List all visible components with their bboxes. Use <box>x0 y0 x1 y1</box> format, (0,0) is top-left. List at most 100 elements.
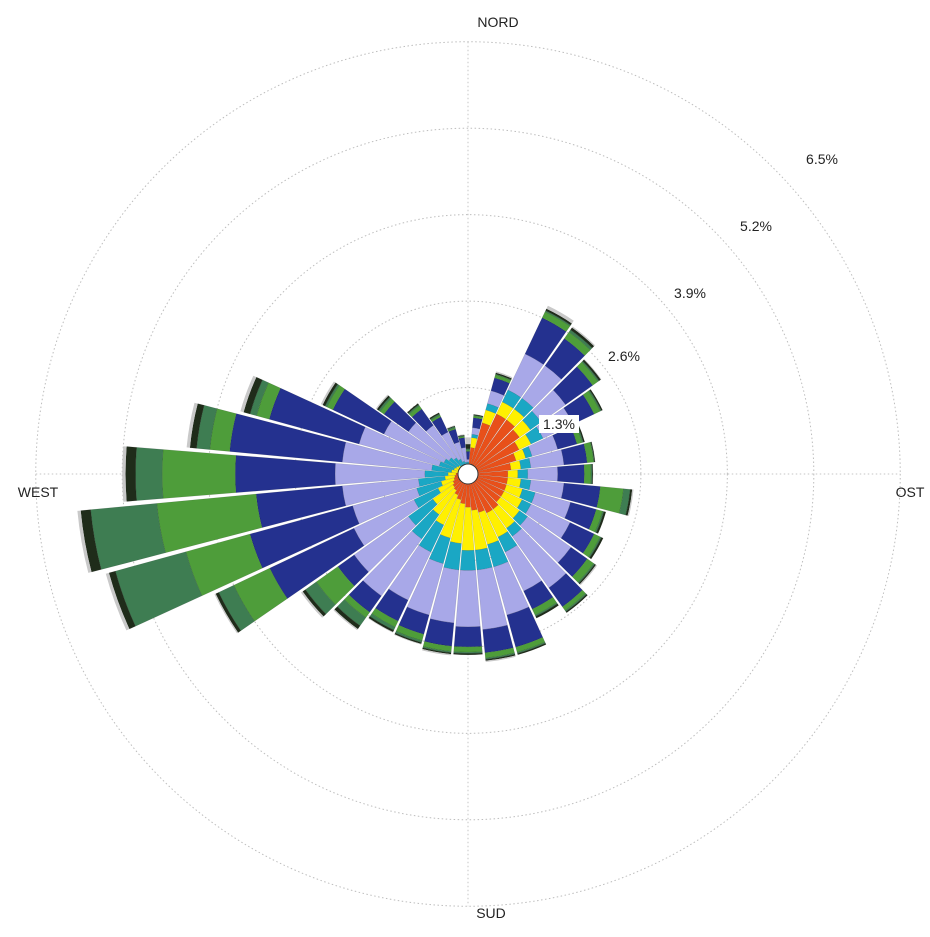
sector-220deg <box>333 480 463 631</box>
sector-130-band-9 <box>579 564 598 586</box>
sector-180-band-8 <box>453 652 483 656</box>
sector-270-band-6 <box>161 449 237 499</box>
sector-100-band-3 <box>519 478 532 491</box>
sector-260deg <box>77 474 459 573</box>
sector-60-band-8 <box>589 389 603 412</box>
sector-0-band-9 <box>465 437 471 445</box>
sector-210deg <box>368 481 465 633</box>
sector-50-band-9 <box>584 359 602 380</box>
sector-90-band-5 <box>557 464 585 484</box>
sector-310deg <box>375 394 462 469</box>
sector-90deg <box>477 463 594 485</box>
direction-label-east: OST <box>896 484 925 500</box>
ring-label-bg-1 <box>539 415 579 433</box>
ring-label-5: 6.5% <box>806 151 838 167</box>
sector-120deg <box>475 477 604 560</box>
sector-180-band-4 <box>455 569 481 628</box>
sector-170-band-5 <box>482 624 514 654</box>
sector-110deg <box>476 476 607 534</box>
sector-350deg <box>457 434 468 465</box>
ring-labels: 1.3% 2.6% 3.9% 5.2% 6.5% <box>539 151 838 433</box>
sector-280deg <box>186 402 459 474</box>
sector-280-band-9 <box>186 402 198 448</box>
sector-190-band-9 <box>422 649 451 656</box>
sector-260-band-9 <box>77 510 92 573</box>
sector-250-band-9 <box>105 572 130 631</box>
ring-label-1: 1.3% <box>543 416 575 432</box>
ring-label-2: 2.6% <box>608 348 640 364</box>
sector-100-band-6 <box>596 486 624 514</box>
sector-140deg <box>473 480 588 614</box>
sector-40deg <box>473 326 596 468</box>
sector-90-band-3 <box>517 468 529 480</box>
sector-130deg <box>474 479 598 586</box>
sector-170-band-9 <box>485 655 516 663</box>
sector-0-band-8 <box>465 443 471 450</box>
sector-290deg <box>240 375 460 472</box>
grid-ring-3 <box>208 214 728 734</box>
center-hub <box>457 463 479 485</box>
grid-ring-4 <box>121 127 815 821</box>
sector-90-band-6 <box>583 463 592 485</box>
sector-310-band-9 <box>375 394 389 410</box>
wind-sectors <box>77 305 634 663</box>
sector-90-band-2 <box>507 469 519 479</box>
sector-80deg <box>477 441 596 474</box>
direction-label-west: WEST <box>18 484 59 500</box>
sector-50deg <box>474 359 602 469</box>
sector-20-band-9 <box>495 371 513 379</box>
sector-30-band-9 <box>546 305 574 324</box>
sector-0deg <box>465 437 471 465</box>
sector-300-band-9 <box>320 381 336 405</box>
sector-290-band-9 <box>240 375 257 413</box>
sector-240-band-9 <box>214 593 239 634</box>
sector-190-band-5 <box>424 618 455 647</box>
sector-330-band-8 <box>429 412 440 420</box>
sector-180-band-5 <box>453 626 483 648</box>
sector-180-band-6 <box>453 646 483 653</box>
sector-40-band-9 <box>572 326 596 347</box>
sector-260-band-7 <box>90 503 166 570</box>
sector-90-band-8 <box>591 463 594 485</box>
sector-190deg <box>422 483 468 656</box>
sector-240deg <box>214 477 461 634</box>
sector-270deg <box>122 446 459 502</box>
sector-100-band-9 <box>627 489 634 516</box>
sector-120-band-8 <box>589 536 604 560</box>
sector-0-band-4 <box>466 459 470 463</box>
sector-300deg <box>320 381 461 471</box>
sector-230-band-9 <box>301 591 324 618</box>
sector-180deg <box>453 483 483 656</box>
sector-160-band-8 <box>517 642 547 656</box>
sector-110-band-8 <box>595 511 607 534</box>
sector-220-band-9 <box>333 609 358 631</box>
sector-200deg <box>394 482 466 645</box>
sector-270-band-9 <box>122 446 127 502</box>
ring-label-4: 5.2% <box>740 218 772 234</box>
sector-10-band-8 <box>473 414 484 418</box>
sector-150deg <box>471 481 559 619</box>
sector-320-band-8 <box>406 403 420 414</box>
sector-330deg <box>429 412 465 467</box>
ring-label-bg-2 <box>604 347 644 365</box>
sector-270-band-5 <box>235 455 336 493</box>
sector-90-band-4 <box>527 466 559 482</box>
sector-140-band-8 <box>565 593 588 614</box>
ring-label-3: 3.9% <box>674 285 706 301</box>
sector-160deg <box>470 482 547 656</box>
sector-250deg <box>105 476 460 631</box>
sector-180-band-3 <box>460 549 476 571</box>
sector-200-band-9 <box>394 634 422 645</box>
sector-320deg <box>406 403 463 468</box>
sector-210-band-9 <box>368 617 393 633</box>
sector-20deg <box>470 371 513 466</box>
sector-170deg <box>468 483 516 663</box>
direction-label-south: SUD <box>476 905 506 921</box>
sector-150-band-8 <box>535 603 559 619</box>
sector-340-band-9 <box>446 425 455 429</box>
direction-label-north: NORD <box>477 14 518 30</box>
sector-30deg <box>471 305 574 467</box>
sector-340deg <box>446 425 466 466</box>
sector-80-band-8 <box>590 441 596 463</box>
